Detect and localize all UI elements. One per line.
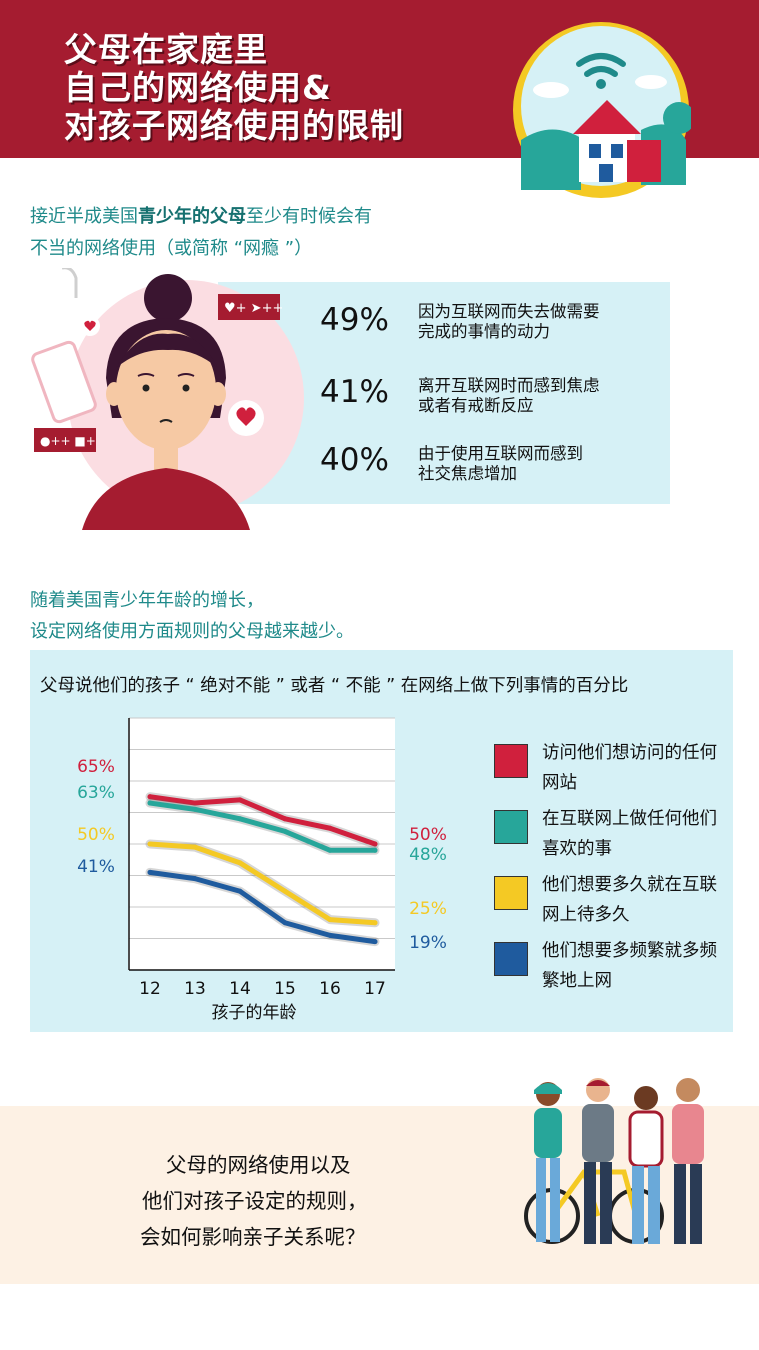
series-lines	[145, 792, 380, 947]
series-point	[192, 844, 198, 850]
house-wifi-icon	[513, 22, 691, 198]
series-point	[192, 876, 198, 882]
worried-girl-icon: ♥+ ➤++ ●++ ■+	[31, 268, 304, 530]
x-tick-label: 13	[184, 979, 206, 999]
x-tick-labels: 12 13 14 15 16 17	[139, 979, 386, 999]
closing-line-1: 父母的网络使用以及	[166, 1153, 351, 1177]
legend-label-2: 在互联网上做任何他们喜欢的事	[542, 809, 717, 859]
series-point	[282, 816, 288, 822]
series-line	[147, 869, 378, 945]
series-point	[372, 841, 378, 847]
series-point	[237, 816, 243, 822]
legend-label-3: 他们想要多久就在互联网上待多久	[542, 875, 717, 925]
series-point	[147, 841, 153, 847]
title-line-2: 自己的网络使用&	[64, 68, 332, 107]
stat-desc-1a: 因为互联网而失去做需要	[418, 302, 600, 321]
intro-line-1-pre: 接近半成美国	[30, 206, 138, 227]
stat-desc-3b: 社交焦虑增加	[418, 464, 517, 483]
section2-line-1: 随着美国青少年年龄的增长，	[30, 590, 264, 611]
series-point	[282, 828, 288, 834]
series-point	[147, 869, 153, 875]
end-value-label: 48%	[409, 845, 447, 865]
title-line-3: 对孩子网络使用的限制	[64, 106, 404, 145]
line-chart: 65%50%63%48%50%25%41%19% 12 13 14 15 16 17 孩子…	[77, 717, 447, 1023]
closing-line-2: 他们对孩子设定的规则，	[142, 1189, 368, 1213]
legend-swatch-2	[494, 810, 528, 844]
series-line	[147, 841, 378, 926]
series-point	[237, 860, 243, 866]
intro-line-1-post: 至少有时候会有	[246, 206, 372, 227]
stat-percent-1: 49%	[320, 302, 389, 338]
x-tick-label: 12	[139, 979, 161, 999]
x-axis-title: 孩子的年龄	[212, 1003, 297, 1023]
intro-line-1: 接近半成美国青少年的父母至少有时候会有	[30, 202, 372, 232]
intro-highlight: 青少年的父母	[138, 206, 246, 227]
series-line	[147, 800, 378, 853]
legend-label-1: 访问他们想访问的任何网站	[542, 743, 717, 793]
stat-percent-2: 41%	[320, 374, 389, 410]
start-value-label: 65%	[77, 757, 115, 777]
end-value-label: 19%	[409, 933, 447, 953]
legend-swatch-1	[494, 744, 528, 778]
x-tick-label: 17	[364, 979, 386, 999]
series-point	[237, 888, 243, 894]
closing-line-3: 会如何影响亲子关系呢？	[140, 1225, 366, 1249]
svg-text:●++ ■+: ●++ ■+	[40, 434, 96, 448]
series-point	[147, 794, 153, 800]
x-tick-label: 15	[274, 979, 296, 999]
legend-swatch-3	[494, 876, 528, 910]
value-labels: 65%50%63%48%50%25%41%19%	[77, 757, 447, 953]
series-point	[372, 939, 378, 945]
series-point	[237, 797, 243, 803]
stat-desc-1b: 完成的事情的动力	[418, 322, 550, 341]
intro-line-2: 不当的网络使用（或简称 “网瘾 ”）	[30, 238, 313, 259]
start-value-label: 50%	[77, 825, 115, 845]
series-point	[282, 920, 288, 926]
legend-label-4: 他们想要多频繁就多频繁地上网	[542, 941, 717, 991]
chart-title: 父母说他们的孩子 “ 绝对不能 ” 或者 “ 不能 ” 在网络上做下列事情的百分…	[40, 676, 629, 696]
start-value-label: 63%	[77, 783, 115, 803]
stat-percent-3: 40%	[320, 442, 389, 478]
stat-desc-2a: 离开互联网时而感到焦虑	[418, 376, 600, 395]
x-tick-label: 14	[229, 979, 251, 999]
chart-panel: 父母说他们的孩子 “ 绝对不能 ” 或者 “ 不能 ” 在网络上做下列事情的百分…	[30, 650, 733, 1032]
start-value-label: 41%	[77, 857, 115, 877]
series-point	[192, 800, 198, 806]
legend-swatch-4	[494, 942, 528, 976]
series-point	[372, 920, 378, 926]
section2-line-2: 设定网络使用方面规则的父母越来越少。	[30, 621, 354, 642]
title-line-1: 父母在家庭里	[64, 30, 268, 69]
series-point	[372, 847, 378, 853]
teenagers-group-icon	[524, 1078, 704, 1244]
series-point	[327, 847, 333, 853]
stat-desc-3a: 由于使用互联网而感到	[418, 444, 583, 463]
series-line	[147, 794, 378, 847]
end-value-label: 25%	[409, 899, 447, 919]
series-point	[327, 825, 333, 831]
svg-text:♥+ ➤++: ♥+ ➤++	[224, 301, 283, 316]
series-point	[192, 806, 198, 812]
end-value-label: 50%	[409, 825, 447, 845]
series-point	[327, 932, 333, 938]
x-tick-label: 16	[319, 979, 341, 999]
stat-desc-2b: 或者有戒断反应	[418, 396, 534, 415]
series-point	[327, 917, 333, 923]
series-point	[147, 800, 153, 806]
series-point	[282, 888, 288, 894]
